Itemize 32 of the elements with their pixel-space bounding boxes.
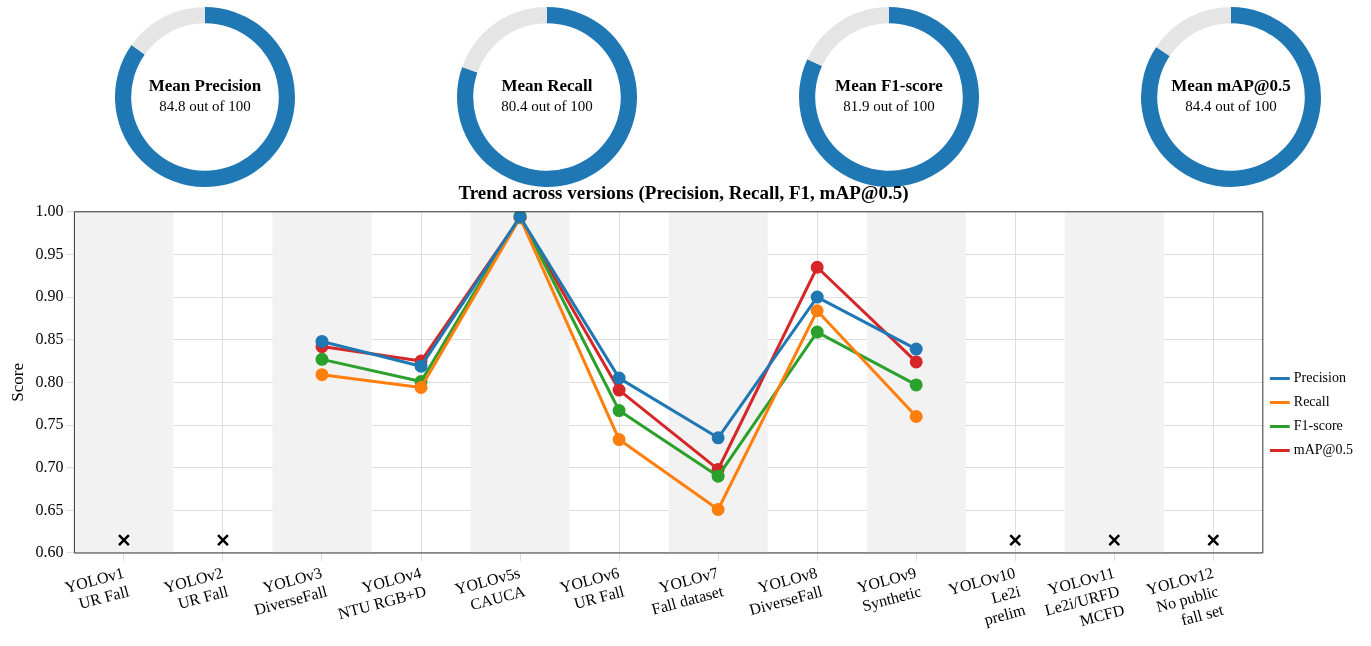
x-tick-label: YOLOv1 UR Fall: [63, 563, 132, 612]
y-tick-label: 0.60: [35, 543, 64, 561]
x-tick-label: YOLOv6 UR Fall: [558, 563, 627, 612]
x-tick-label: YOLOv12 No public fall set: [1144, 563, 1226, 629]
chart-title: Trend across versions (Precision, Recall, F1, mAP@0.5): [458, 182, 909, 205]
x-tick-label: YOLOv10 Le2i prelim: [946, 563, 1028, 630]
legend-label: mAP@0.5: [1293, 442, 1354, 458]
text: 81.9 out of 100: [843, 97, 935, 114]
legend-label: F1-score: [1293, 418, 1343, 434]
y-tick-label: 0.80: [35, 372, 64, 390]
x-tick-label: YOLOv7 Fall dataset: [649, 563, 726, 618]
text: Mean Precision: [148, 76, 262, 96]
y-axis-title: Score: [7, 363, 27, 402]
text: Mean Recall: [501, 76, 593, 96]
legend-label: Precision: [1293, 370, 1346, 386]
x-tick-label: YOLOv9 Synthetic: [855, 563, 924, 616]
x-tick-label: YOLOv5s CAUCA: [453, 563, 528, 614]
y-tick-label: 0.65: [35, 500, 64, 518]
x-tick-label: YOLOv2 UR Fall: [162, 563, 231, 612]
text: 80.4 out of 100: [501, 97, 593, 114]
y-tick-label: 0.70: [35, 457, 64, 475]
text: Mean F1-score: [835, 76, 944, 96]
y-tick-label: 0.95: [35, 244, 64, 262]
y-tick-label: 1.00: [35, 202, 64, 219]
y-tick-label: 0.90: [35, 287, 64, 305]
text: Mean mAP@0.5: [1171, 76, 1291, 96]
legend-label: Recall: [1293, 394, 1330, 410]
x-tick-label: YOLOv4 NTU RGB+D: [336, 563, 428, 623]
y-tick-label: 0.75: [35, 415, 64, 433]
text: 84.8 out of 100: [159, 97, 251, 114]
y-tick-label: 0.85: [35, 329, 64, 347]
text: 84.4 out of 100: [1185, 97, 1277, 114]
